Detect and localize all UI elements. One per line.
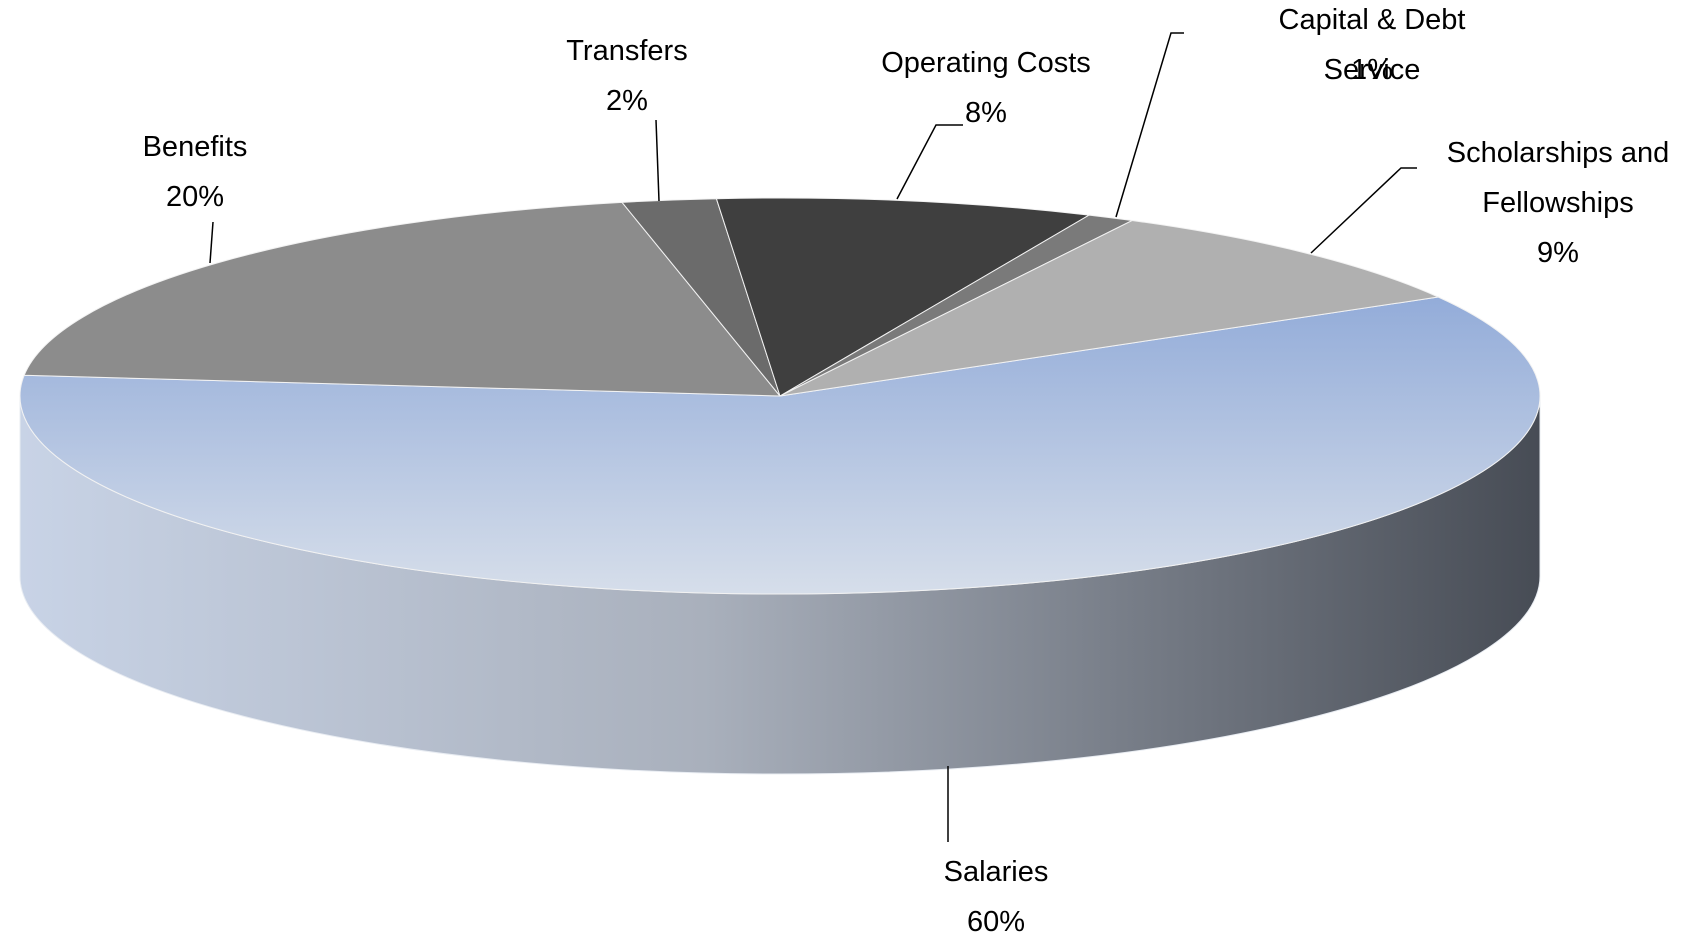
slice-label: Operating Costs [881,47,1091,79]
slice-label: Capital & Debt Service [1278,4,1466,86]
slice-value-label: 60% [966,906,1026,938]
slice-value-label: 8% [965,97,1007,129]
leader-line [1115,32,1184,218]
slice-label: Scholarships and Fellowships [1446,137,1670,219]
slice-label: Benefits [142,131,248,163]
slice-label: Salaries [943,856,1049,888]
slice [715,197,1091,397]
leader-line [896,124,963,200]
leader-line [655,119,660,202]
slice [779,220,1440,397]
leader-line [209,221,214,264]
slice-value-label: 2% [606,85,648,117]
slice [19,296,1541,595]
slice-value-label: 20% [165,181,225,213]
slice-value-label: 1% [1351,54,1393,86]
leader-line [1310,167,1417,254]
slice [23,201,782,397]
slice-value-label: 9% [1537,237,1579,269]
slice-label: Transfers [566,35,688,67]
